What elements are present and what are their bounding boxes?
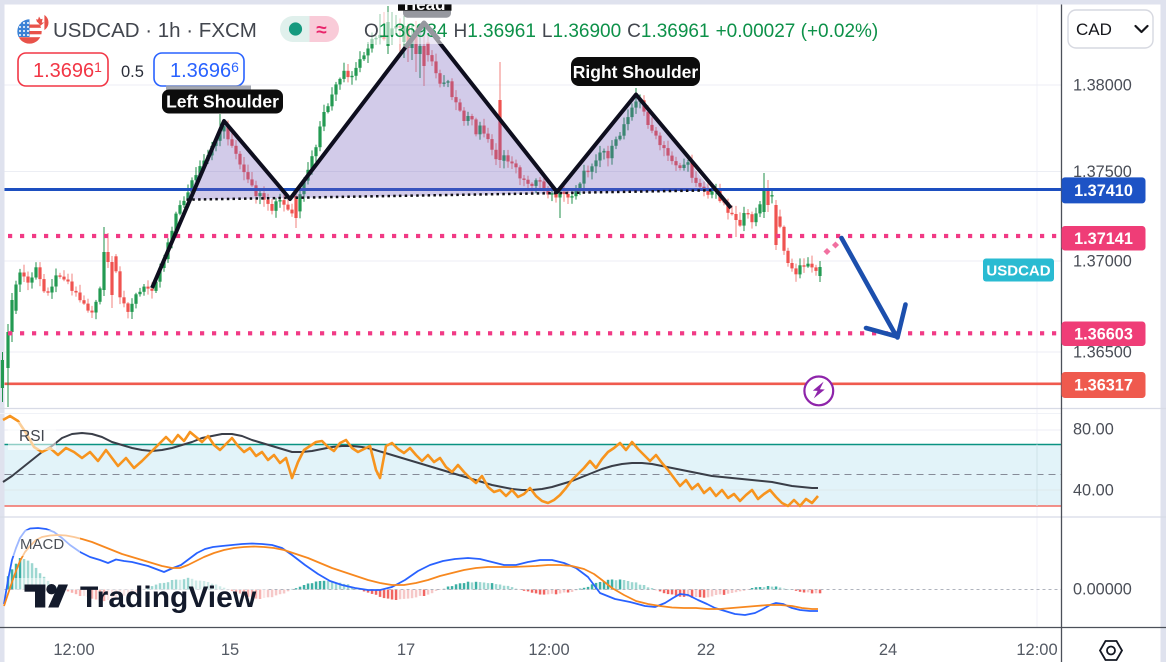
svg-text:12:00: 12:00 xyxy=(53,641,94,659)
svg-text:17: 17 xyxy=(397,641,415,659)
svg-text:1.36961: 1.36961 xyxy=(33,59,102,82)
svg-text:12:00: 12:00 xyxy=(528,641,569,659)
svg-text:1.38000: 1.38000 xyxy=(1073,77,1132,95)
svg-text:1.37500: 1.37500 xyxy=(1073,163,1132,181)
svg-text:Left Shoulder: Left Shoulder xyxy=(166,92,279,112)
svg-text:1.37141: 1.37141 xyxy=(1074,230,1133,248)
svg-text:22: 22 xyxy=(697,641,715,659)
svg-text:12:00: 12:00 xyxy=(1016,641,1057,659)
svg-text:24: 24 xyxy=(879,641,897,659)
svg-text:USDCAD · 1h · FXCM: USDCAD · 1h · FXCM xyxy=(53,19,257,42)
svg-text:MACD: MACD xyxy=(20,536,64,553)
svg-text:1.37000: 1.37000 xyxy=(1073,253,1132,271)
svg-text:1.36317: 1.36317 xyxy=(1074,377,1133,395)
svg-text:80.00: 80.00 xyxy=(1073,421,1114,439)
svg-text:15: 15 xyxy=(221,641,239,659)
svg-text:Head: Head xyxy=(404,0,446,14)
svg-text:1.37410: 1.37410 xyxy=(1074,182,1133,200)
svg-text:≈: ≈ xyxy=(316,20,327,41)
svg-text:0.00000: 0.00000 xyxy=(1073,581,1132,599)
svg-text:40.00: 40.00 xyxy=(1073,482,1114,500)
svg-text:1.36603: 1.36603 xyxy=(1074,325,1133,343)
svg-text:1.36500: 1.36500 xyxy=(1073,344,1132,362)
svg-text:0.5: 0.5 xyxy=(121,63,144,81)
svg-text:RSI: RSI xyxy=(19,428,45,445)
svg-text:CAD: CAD xyxy=(1076,20,1112,39)
svg-text:USDCAD: USDCAD xyxy=(986,263,1050,280)
svg-text:TradingView: TradingView xyxy=(80,581,257,614)
svg-text:Right Shoulder: Right Shoulder xyxy=(573,62,699,82)
svg-text:1.36966: 1.36966 xyxy=(170,59,239,82)
